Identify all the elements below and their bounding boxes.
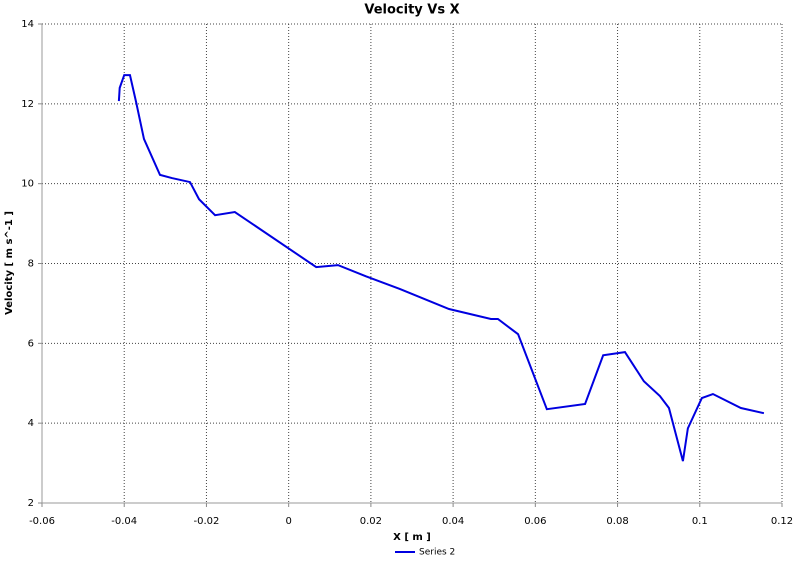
y-axis-label: Velocity [ m s^-1 ] [4,211,15,315]
y-tick-label: 8 [28,259,34,270]
x-tick-label: 0.02 [360,516,382,527]
x-tick-label: -0.04 [111,516,137,527]
y-tick-label: 6 [28,338,34,349]
x-tick-label: -0.06 [29,516,55,527]
x-tick-label: 0.08 [606,516,628,527]
x-axis-label: X [ m ] [393,532,431,543]
x-tick-label: 0.04 [442,516,464,527]
y-tick-label: 10 [21,179,34,190]
x-tick-label: 0.06 [524,516,546,527]
x-tick-label: 0.12 [771,516,793,527]
y-tick-label: 12 [21,99,34,110]
data-line [117,74,765,462]
y-tick-label: 2 [28,498,34,509]
y-tick-label: 14 [21,19,34,30]
x-tick-label: -0.02 [194,516,220,527]
chart-title: Velocity Vs X [364,3,459,18]
x-tick-label: 0.1 [692,516,708,527]
x-tick-label: 0 [285,516,291,527]
y-tick-label: 4 [28,418,34,429]
legend-label: Series 2 [419,548,455,558]
